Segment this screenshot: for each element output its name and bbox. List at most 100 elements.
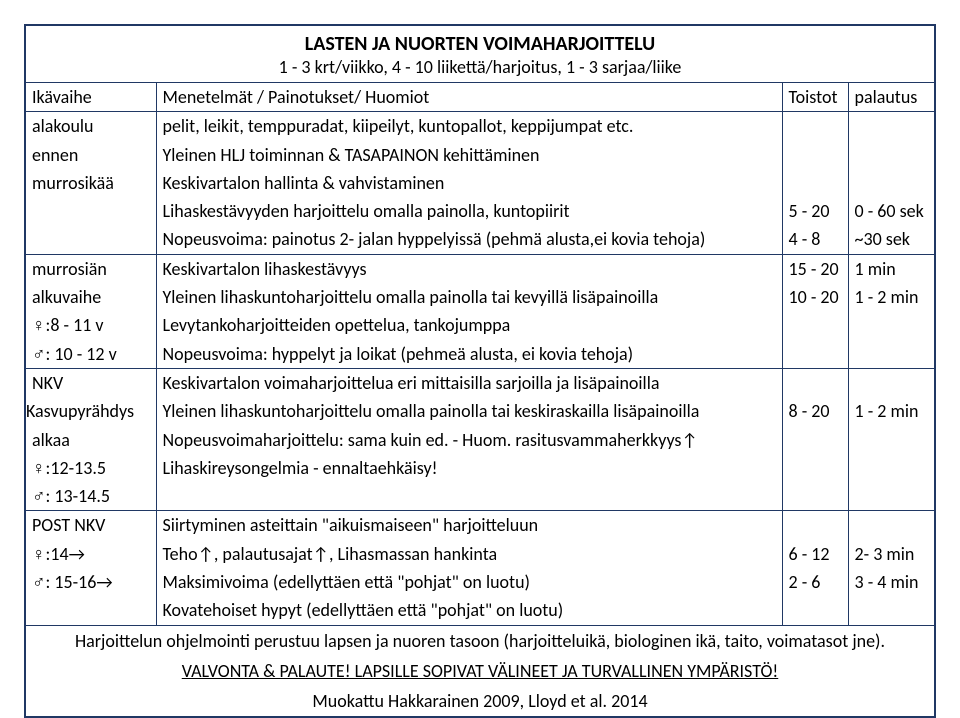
title: LASTEN JA NUORTEN VOIMAHARJOITTELU [26,26,934,56]
s4-left-3 [26,596,156,624]
s2-left-0: murrosiän [26,254,156,283]
s4-rest-2: 3 - 4 min [848,568,934,596]
s4-rest-0 [848,511,934,540]
s4-reps-2: 2 - 6 [782,568,848,596]
s4-line-3: Kovatehoiset hypyt (edellyttäen että "po… [156,596,782,624]
s3-row: ♀:12-13.5 Lihaskireysongelmia - ennaltae… [26,454,934,482]
s4-line-0: Siirtyminen asteittain "aikuismaiseen" h… [156,511,782,540]
s1-reps-0 [782,112,848,141]
s4-left-1: ♀:14→ [26,540,156,568]
s2-reps-0: 15 - 20 [782,254,848,283]
s2-reps-3 [782,340,848,369]
s2-line-1: Yleinen lihaskuntoharjoittelu omalla pai… [156,283,782,311]
s2-line-3: Nopeusvoima: hyppelyt ja loikat (pehmeä … [156,340,782,369]
s1-line-3: Lihaskestävyyden harjoittelu omalla pain… [156,197,782,225]
s2-reps-2 [782,311,848,339]
slide: LASTEN JA NUORTEN VOIMAHARJOITTELU 1 - 3… [0,0,960,716]
s1-line-4: Nopeusvoima: painotus 2- jalan hyppelyis… [156,225,782,254]
s2-row: ♀:8 - 11 v Levytankoharjoitteiden opette… [26,311,934,339]
s3-left-3: ♀:12-13.5 [26,454,156,482]
s1-left-4 [26,225,156,254]
s1-left-2: murrosikää [26,169,156,197]
s4-row: POST NKV Siirtyminen asteittain "aikuism… [26,511,934,540]
s1-rest-2 [848,169,934,197]
s4-line-1: Teho↑, palautusajat↑, Lihasmassan hankin… [156,540,782,568]
s3-row: Kasvupyrähdys Yleinen lihaskuntoharjoitt… [26,397,934,425]
s3-left-2: alkaa [26,426,156,454]
s3-reps-4 [782,482,848,511]
s2-row: alkuvaihe Yleinen lihaskuntoharjoittelu … [26,283,934,311]
s2-reps-1: 10 - 20 [782,283,848,311]
s3-rest-2 [848,426,934,454]
s4-reps-0 [782,511,848,540]
s1-row: ennen Yleinen HLJ toiminnan & TASAPAINON… [26,141,934,169]
s4-rest-1: 2- 3 min [848,540,934,568]
s3-rest-4 [848,482,934,511]
th-methods: Menetelmät / Painotukset/ Huomiot [156,83,782,112]
s1-row: alakoulu pelit, leikit, temppuradat, kii… [26,112,934,141]
s2-rest-1: 1 - 2 min [848,283,934,311]
s3-row: ♂: 13-14.5 [26,482,934,511]
s3-line-0: Keskivartalon voimaharjoittelua eri mitt… [156,368,782,397]
s3-left-1: Kasvupyrähdys [26,397,156,425]
s3-row: NKV Keskivartalon voimaharjoittelua eri … [26,368,934,397]
s4-reps-1: 6 - 12 [782,540,848,568]
s2-line-2: Levytankoharjoitteiden opettelua, tankoj… [156,311,782,339]
training-table: Ikävaihe Menetelmät / Painotukset/ Huomi… [26,82,934,625]
s2-row: murrosiän Keskivartalon lihaskestävyys 1… [26,254,934,283]
s2-rest-0: 1 min [848,254,934,283]
s3-line-4 [156,482,782,511]
s2-left-1: alkuvaihe [26,283,156,311]
s3-rest-1: 1 - 2 min [848,397,934,425]
s3-reps-1: 8 - 20 [782,397,848,425]
footer-line-3: Muokattu Hakkarainen 2009, Lloyd et al. … [26,686,934,716]
s4-row: ♀:14→ Teho↑, palautusajat↑, Lihasmassan … [26,540,934,568]
s1-row: Nopeusvoima: painotus 2- jalan hyppelyis… [26,225,934,254]
th-reps: Toistot [782,83,848,112]
s1-line-2: Keskivartalon hallinta & vahvistaminen [156,169,782,197]
s2-line-0: Keskivartalon lihaskestävyys [156,254,782,283]
s1-reps-2 [782,169,848,197]
s3-row: alkaa Nopeusvoimaharjoittelu: sama kuin … [26,426,934,454]
s2-rest-3 [848,340,934,369]
s3-rest-3 [848,454,934,482]
s2-left-2: ♀:8 - 11 v [26,311,156,339]
s4-row: ♂: 15-16→ Maksimivoima (edellyttäen että… [26,568,934,596]
s4-reps-3 [782,596,848,624]
s4-row: Kovatehoiset hypyt (edellyttäen että "po… [26,596,934,624]
s2-row: ♂: 10 - 12 v Nopeusvoima: hyppelyt ja lo… [26,340,934,369]
s4-rest-3 [848,596,934,624]
s1-reps-3: 5 - 20 [782,197,848,225]
s1-rest-0 [848,112,934,141]
th-stage: Ikävaihe [26,83,156,112]
s1-rest-3: 0 - 60 sek [848,197,934,225]
s3-reps-0 [782,368,848,397]
table-frame: LASTEN JA NUORTEN VOIMAHARJOITTELU 1 - 3… [24,24,936,718]
table-header-row: Ikävaihe Menetelmät / Painotukset/ Huomi… [26,83,934,112]
s1-left-1: ennen [26,141,156,169]
th-rest: palautus [848,83,934,112]
subtitle: 1 - 3 krt/viikko, 4 - 10 liikettä/harjoi… [26,56,934,82]
s1-left-3 [26,197,156,225]
s1-row: murrosikää Keskivartalon hallinta & vahv… [26,169,934,197]
footer-line-1: Harjoittelun ohjelmointi perustuu lapsen… [26,625,934,656]
s3-reps-3 [782,454,848,482]
s1-left-0: alakoulu [26,112,156,141]
s2-rest-2 [848,311,934,339]
footer-line-2: VALVONTA & PALAUTE! LAPSILLE SOPIVAT VÄL… [26,656,934,686]
s3-left-0: NKV [26,368,156,397]
s2-left-3: ♂: 10 - 12 v [26,340,156,369]
s4-line-2: Maksimivoima (edellyttäen että "pohjat" … [156,568,782,596]
s1-rest-1 [848,141,934,169]
s1-line-0: pelit, leikit, temppuradat, kiipeilyt, k… [156,112,782,141]
s3-line-3: Lihaskireysongelmia - ennaltaehkäisy! [156,454,782,482]
s4-left-0: POST NKV [26,511,156,540]
s1-rest-4: ~30 sek [848,225,934,254]
s3-left-4: ♂: 13-14.5 [26,482,156,511]
s3-line-2: Nopeusvoimaharjoittelu: sama kuin ed. - … [156,426,782,454]
s1-row: Lihaskestävyyden harjoittelu omalla pain… [26,197,934,225]
s1-reps-1 [782,141,848,169]
s3-rest-0 [848,368,934,397]
s3-reps-2 [782,426,848,454]
s1-line-1: Yleinen HLJ toiminnan & TASAPAINON kehit… [156,141,782,169]
